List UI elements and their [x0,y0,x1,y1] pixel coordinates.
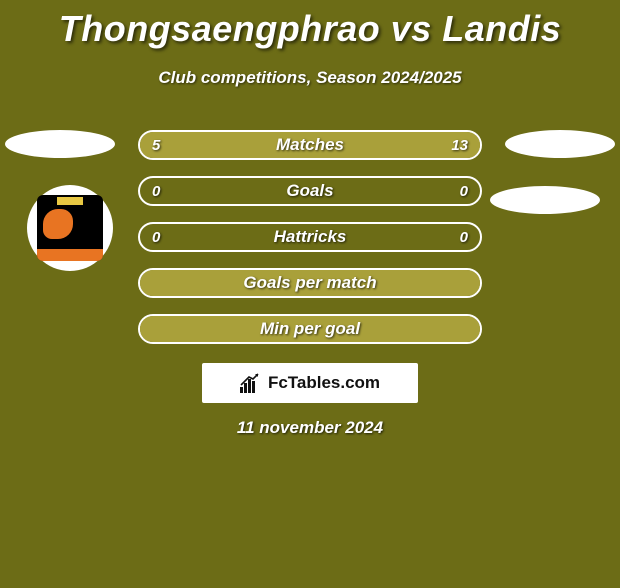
bar-value-right: 13 [451,132,468,158]
stat-bar: Goals0 0 [138,176,482,206]
bar-label: Min per goal [140,316,480,342]
bar-label: Hattricks [140,224,480,250]
stat-bar: Hattricks0 0 [138,222,482,252]
stat-bar: Goals per match [138,268,482,298]
team-left-logo [27,185,113,271]
stat-bar: Matches5 13 [138,130,482,160]
bar-value-right: 0 [460,224,468,250]
page-title: Thongsaengphrao vs Landis [0,8,620,50]
bar-value-left: 5 [152,132,160,158]
bar-value-left: 0 [152,178,160,204]
bar-label: Goals [140,178,480,204]
team-left-oval [5,130,115,158]
chart-icon [240,373,264,393]
brand-box[interactable]: FcTables.com [202,363,418,403]
bar-value-right: 0 [460,178,468,204]
bar-label: Goals per match [140,270,480,296]
team-right-oval-1 [505,130,615,158]
bar-value-left: 0 [152,224,160,250]
stats-bars: Matches513Goals00Hattricks00Goals per ma… [138,130,482,360]
bar-label: Matches [140,132,480,158]
team-right-oval-2 [490,186,600,214]
stat-bar: Min per goal [138,314,482,344]
date-label: 11 november 2024 [0,418,620,438]
brand-text: FcTables.com [268,373,380,393]
subtitle: Club competitions, Season 2024/2025 [0,68,620,88]
